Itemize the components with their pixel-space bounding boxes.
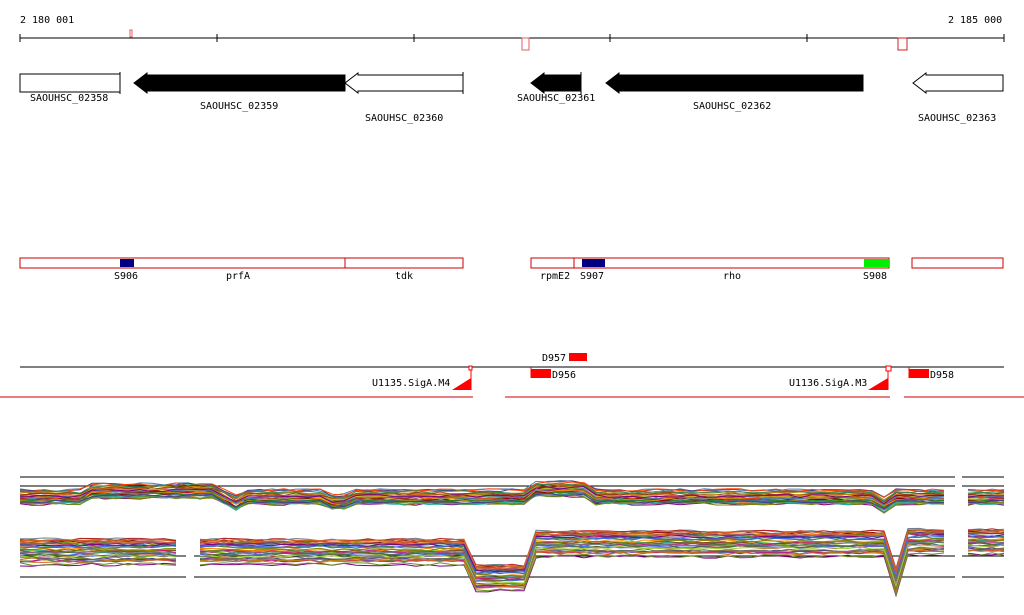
ruler-marker <box>521 37 530 51</box>
profile-line <box>19 486 1005 505</box>
feature-U1135[interactable] <box>452 378 471 390</box>
gene-arrow <box>344 71 464 95</box>
segment-S906[interactable] <box>120 259 134 267</box>
profile-gap <box>186 535 194 580</box>
gene-SAOUHSC_02360[interactable]: SAOUHSC_02360 <box>344 71 464 124</box>
feature-label-D958: D958 <box>930 370 954 381</box>
gene-arrow <box>530 71 582 95</box>
segment-S908[interactable] <box>864 259 889 267</box>
operon-label-tdk: tdk <box>395 271 413 282</box>
gene-arrow <box>19 73 121 93</box>
gene-label: SAOUHSC_02361 <box>517 93 595 104</box>
feature-label-U1135: U1135.SigA.M4 <box>372 378 450 389</box>
profile-line <box>19 531 1005 576</box>
gene-label: SAOUHSC_02358 <box>30 93 108 104</box>
profile-line <box>19 482 1005 503</box>
segment-label-S907: S907 <box>580 271 604 282</box>
gene-arrow <box>912 71 1004 95</box>
promoter-marker <box>885 365 892 372</box>
profile-line <box>19 549 1005 594</box>
feature-D957[interactable] <box>569 353 587 361</box>
ruler-markers <box>129 29 908 51</box>
gene-SAOUHSC_02362[interactable]: SAOUHSC_02362 <box>605 71 864 112</box>
expression-profile-track <box>19 470 1005 598</box>
profile-line <box>19 528 1005 572</box>
segment-label-S908: S908 <box>863 271 887 282</box>
segment-label-S906: S906 <box>114 271 138 282</box>
profile-line <box>19 540 1005 586</box>
feature-U1136[interactable] <box>868 378 888 390</box>
ruler-end-label: 2 185 000 <box>948 15 1002 26</box>
gene-label: SAOUHSC_02360 <box>365 113 443 124</box>
gene-SAOUHSC_02359[interactable]: SAOUHSC_02359 <box>133 71 346 112</box>
promoter-marker <box>468 365 473 371</box>
operon-block[interactable] <box>911 257 1004 269</box>
profile-line <box>19 492 1005 510</box>
ruler-start-label: 2 180 001 <box>20 15 74 26</box>
feature-track: D957 D956 D958 U1135.SigA.M4 U1136.SigA.… <box>0 353 1024 398</box>
gene-label: SAOUHSC_02359 <box>200 101 278 112</box>
gene-arrow <box>133 71 346 95</box>
operon-label-prfA: prfA <box>226 271 250 282</box>
gene-label: SAOUHSC_02363 <box>918 113 996 124</box>
profile-line <box>19 534 1005 579</box>
profile-line <box>19 544 1005 588</box>
operon-label-rho: rho <box>723 271 741 282</box>
gene-SAOUHSC_02361[interactable]: SAOUHSC_02361 <box>517 71 595 104</box>
profile-gap <box>955 470 962 585</box>
gene-label: SAOUHSC_02362 <box>693 101 771 112</box>
profile-line <box>20 538 1004 581</box>
gene-arrow <box>605 71 864 95</box>
operon-label-rpmE2: rpmE2 <box>540 271 570 282</box>
operon-block[interactable] <box>19 257 464 269</box>
feature-label-D957: D957 <box>542 353 566 364</box>
gene-SAOUHSC_02363[interactable]: SAOUHSC_02363 <box>912 71 1004 124</box>
profile-line <box>19 552 1005 597</box>
ruler-marker <box>897 37 908 51</box>
ruler-marker <box>129 29 133 38</box>
gene-SAOUHSC_02358[interactable]: SAOUHSC_02358 <box>19 72 121 104</box>
ruler-ticks <box>19 34 1005 42</box>
profile-line <box>19 483 1005 503</box>
feature-label-U1136: U1136.SigA.M3 <box>789 378 867 389</box>
operon-track: S906 prfA tdk rpmE2 S907 rho S908 <box>19 257 1004 282</box>
profile-line <box>19 541 1005 584</box>
feature-D958[interactable] <box>909 369 929 378</box>
feature-label-D956: D956 <box>552 370 576 381</box>
segment-S907[interactable] <box>582 259 605 267</box>
feature-D956[interactable] <box>531 369 551 378</box>
